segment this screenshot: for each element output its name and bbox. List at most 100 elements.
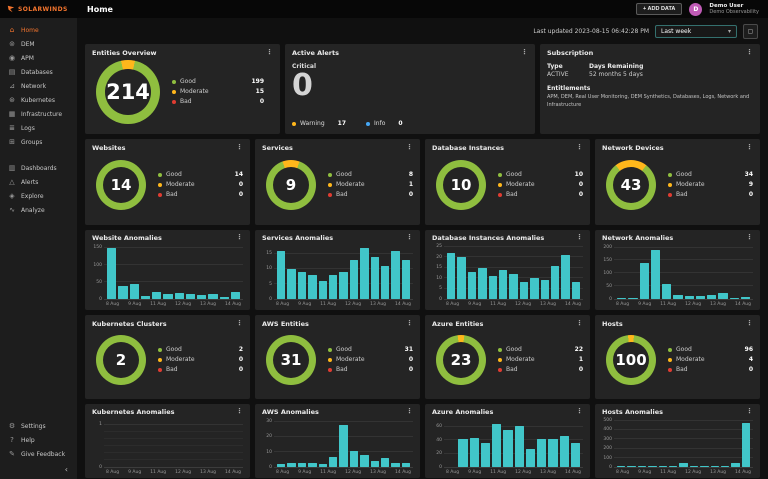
card-head: Kubernetes Clusters ⋮ <box>92 319 243 329</box>
good-dot-icon <box>328 347 332 352</box>
card-menu-button[interactable]: ⋮ <box>406 407 413 415</box>
x-tick-label: 14 Aug <box>395 470 411 475</box>
time-range-select[interactable]: Last week ▾ <box>655 25 737 38</box>
card-menu-button[interactable]: ⋮ <box>746 143 753 151</box>
topbar-controls: + ADD DATA D Demo User Demo Observabilit… <box>635 2 768 16</box>
card-menu-button[interactable]: ⋮ <box>576 143 583 151</box>
legend-label: Good <box>180 78 196 85</box>
gridline <box>614 429 753 431</box>
sidebar-item-help[interactable]: ? Help <box>0 433 77 447</box>
legend-value: 0 <box>408 356 413 363</box>
sidebar-item-apm[interactable]: ◉ APM <box>0 51 77 65</box>
legend-value: 0 <box>748 366 753 373</box>
bar <box>277 464 286 467</box>
card-menu-button[interactable]: ⋮ <box>521 48 528 56</box>
donut-row: 2 Good 2 Moderate 0 Bad 0 <box>92 328 243 391</box>
card-title: Database Instances <box>432 144 505 152</box>
sidebar-item-kubernetes[interactable]: ⊛ Kubernetes <box>0 93 77 107</box>
donut-value: 2 <box>115 350 127 369</box>
entitlements-text: APM, DEM, Real User Monitoring, DEM Synt… <box>547 94 750 108</box>
x-tick-label: 8 Aug <box>616 302 630 307</box>
x-tick-label: 11 Aug <box>660 470 677 475</box>
card-menu-button[interactable]: ⋮ <box>406 143 413 151</box>
bars <box>444 419 583 467</box>
legend-item-moderate: Moderate 15 <box>172 88 264 95</box>
sidebar-item-settings[interactable]: ⚙ Settings <box>0 419 77 433</box>
legend-label: Good <box>336 346 352 353</box>
donut-row: 100 Good 96 Moderate 4 Bad 0 <box>602 328 753 391</box>
type-label: Type <box>547 63 563 70</box>
card-menu-button[interactable]: ⋮ <box>406 319 413 327</box>
row-anomaly-charts-2: Kubernetes Anomalies ⋮ 0 1 8 Aug 9 Aug 11 Aug 1… <box>85 404 760 478</box>
legend-label: Bad <box>180 98 192 105</box>
card-menu-button[interactable]: ⋮ <box>746 407 753 415</box>
moderate-dot-icon <box>172 89 176 94</box>
bar <box>540 280 549 299</box>
bar <box>391 462 400 467</box>
gridline-minor <box>104 431 243 433</box>
add-data-button[interactable]: + ADD DATA <box>635 3 683 15</box>
y-axis: 0 10 20 30 <box>262 419 274 470</box>
y-axis: 0 5 10 15 <box>262 245 274 302</box>
x-tick-label: 9 Aug <box>638 302 652 307</box>
card-menu-button[interactable]: ⋮ <box>236 143 243 151</box>
sidebar-item-databases[interactable]: ▤ Databases <box>0 65 77 79</box>
plot-area <box>614 419 753 468</box>
card-menu-button[interactable]: ⋮ <box>746 233 753 241</box>
donut-row: 10 Good 10 Moderate 0 Bad 0 <box>432 152 583 217</box>
gridline <box>614 272 753 274</box>
card-hosts-anomalies: Hosts Anomalies ⋮ 0 100 200 300 400 500 8 Aug 9 A… <box>595 404 760 478</box>
card-menu-button[interactable]: ⋮ <box>576 233 583 241</box>
bar <box>185 293 195 299</box>
donut-hole: 2 <box>103 341 139 378</box>
card-azure-entities: Azure Entities ⋮ 23 Good 22 Moderate 1 Bad 0 <box>425 315 590 399</box>
gridline-minor <box>104 445 243 447</box>
x-axis: 8 Aug 9 Aug 11 Aug 12 Aug 13 Aug 14 Aug <box>104 468 243 475</box>
avatar[interactable]: D <box>689 2 703 16</box>
x-tick-label: 13 Aug <box>710 302 727 307</box>
legend-value: 0 <box>238 191 243 198</box>
card-menu-button[interactable]: ⋮ <box>406 233 413 241</box>
sidebar-item-analyze[interactable]: ∿ Analyze <box>0 203 77 217</box>
x-axis: 8 Aug 9 Aug 11 Aug 12 Aug 13 Aug 14 Aug <box>614 468 753 475</box>
card-menu-button[interactable]: ⋮ <box>266 48 273 56</box>
y-tick-label: 5 <box>269 281 272 287</box>
card-menu-button[interactable]: ⋮ <box>236 407 243 415</box>
x-tick-label: 11 Aug <box>320 302 337 307</box>
sidebar-item-logs[interactable]: ≣ Logs <box>0 121 77 135</box>
sidebar-item-dashboards[interactable]: ▥ Dashboards <box>0 161 77 175</box>
card-network-devices: Network Devices ⋮ 43 Good 34 Moderate 9 Bad 0 <box>595 139 760 225</box>
sidebar-item-infrastructure[interactable]: ▦ Infrastructure <box>0 107 77 121</box>
sidebar-item-label: Infrastructure <box>21 110 63 118</box>
legend-item-good: Good 34 <box>668 171 753 178</box>
y-axis: 0 20 40 60 <box>432 419 444 470</box>
bar <box>617 466 626 467</box>
sidebar-item-give-feedback[interactable]: ✎ Give Feedback <box>0 447 77 461</box>
card-menu-button[interactable]: ⋮ <box>746 319 753 327</box>
sidebar-item-dem[interactable]: ⊚ DEM <box>0 37 77 51</box>
good-dot-icon <box>158 347 162 352</box>
card-menu-button[interactable]: ⋮ <box>576 407 583 415</box>
home-icon: ⌂ <box>9 26 15 34</box>
user-org: Demo Observability <box>709 9 759 16</box>
card-menu-button[interactable]: ⋮ <box>236 233 243 241</box>
bar <box>741 422 751 467</box>
donut-value: 214 <box>106 79 150 104</box>
sidebar-item-alerts[interactable]: △ Alerts <box>0 175 77 189</box>
card-menu-button[interactable]: ⋮ <box>236 319 243 327</box>
sidebar-item-home[interactable]: ⌂ Home <box>0 23 77 37</box>
bar <box>401 260 411 299</box>
sidebar-collapse-button[interactable]: ‹ <box>64 465 68 474</box>
sidebar-item-explore[interactable]: ◈ Explore <box>0 189 77 203</box>
sidebar-item-groups[interactable]: ⊞ Groups <box>0 135 77 149</box>
card-head: Hosts Anomalies ⋮ <box>602 407 753 417</box>
databases-icon: ▤ <box>8 68 16 76</box>
gridline <box>614 438 753 440</box>
card-menu-button[interactable]: ⋮ <box>746 48 753 56</box>
sidebar-item-network[interactable]: ⊿ Network <box>0 79 77 93</box>
bar <box>308 275 317 299</box>
card-menu-button[interactable]: ⋮ <box>576 319 583 327</box>
panel-icon-button[interactable]: ▢ <box>743 24 758 39</box>
legend-item-moderate: Moderate 1 <box>498 356 583 363</box>
legend-value: 0 <box>578 181 583 188</box>
